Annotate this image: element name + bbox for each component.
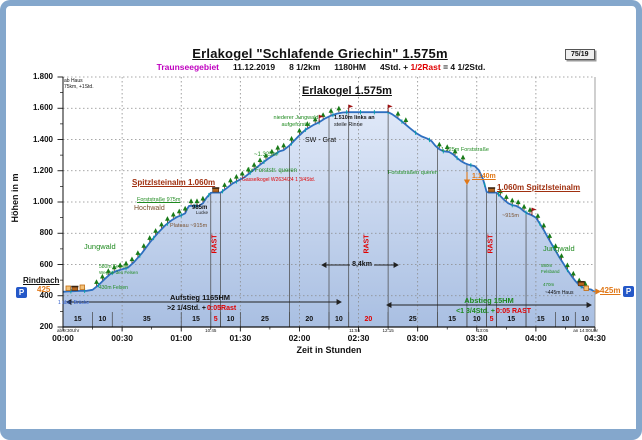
trailhead-marker-icons — [65, 284, 589, 291]
segment-separators — [92, 112, 576, 327]
gridlines — [63, 76, 595, 327]
page-title: Erlakogel "Schlafende Griechin" 1.575m — [192, 46, 448, 61]
tour-distance: 8 1/2km — [289, 62, 321, 72]
region-label: Traunseegebiet — [156, 62, 219, 72]
parking-icon-start: P — [16, 287, 27, 298]
tour-date: 11.12.2019 — [233, 62, 276, 72]
tour-number-badge[interactable]: 75/19 — [565, 49, 595, 60]
tour-elevation-gain: 1180HM — [334, 62, 366, 72]
walk-time: 4Std. + — [379, 62, 409, 72]
subtitle-row: Traunseegebiet 11.12.2019 8 1/2km 1180HM… — [0, 62, 642, 72]
descent-span-arrow — [386, 302, 592, 308]
total-time: = 4 1/2Std. — [443, 62, 486, 72]
point-1140-marker — [463, 172, 471, 186]
distance-arrow — [321, 262, 399, 268]
flag-icons — [318, 104, 537, 216]
hut-icons — [71, 187, 585, 291]
y-axis-title: Höhen in m — [10, 173, 20, 223]
rest-time: 1/2Rast — [410, 62, 441, 72]
parking-icon-end: P — [623, 286, 634, 297]
header: Erlakogel "Schlafende Griechin" 1.575m — [40, 45, 600, 63]
x-axis-title: Zeit in Stunden — [296, 345, 362, 355]
ascent-span-arrow — [66, 299, 342, 305]
elevation-curve — [62, 111, 596, 293]
end-elevation-arrow — [593, 288, 602, 295]
tree-icons — [94, 105, 588, 288]
tour-times: 4Std. + 1/2Rast = 4 1/2Std. — [380, 62, 485, 72]
axes — [57, 76, 596, 332]
